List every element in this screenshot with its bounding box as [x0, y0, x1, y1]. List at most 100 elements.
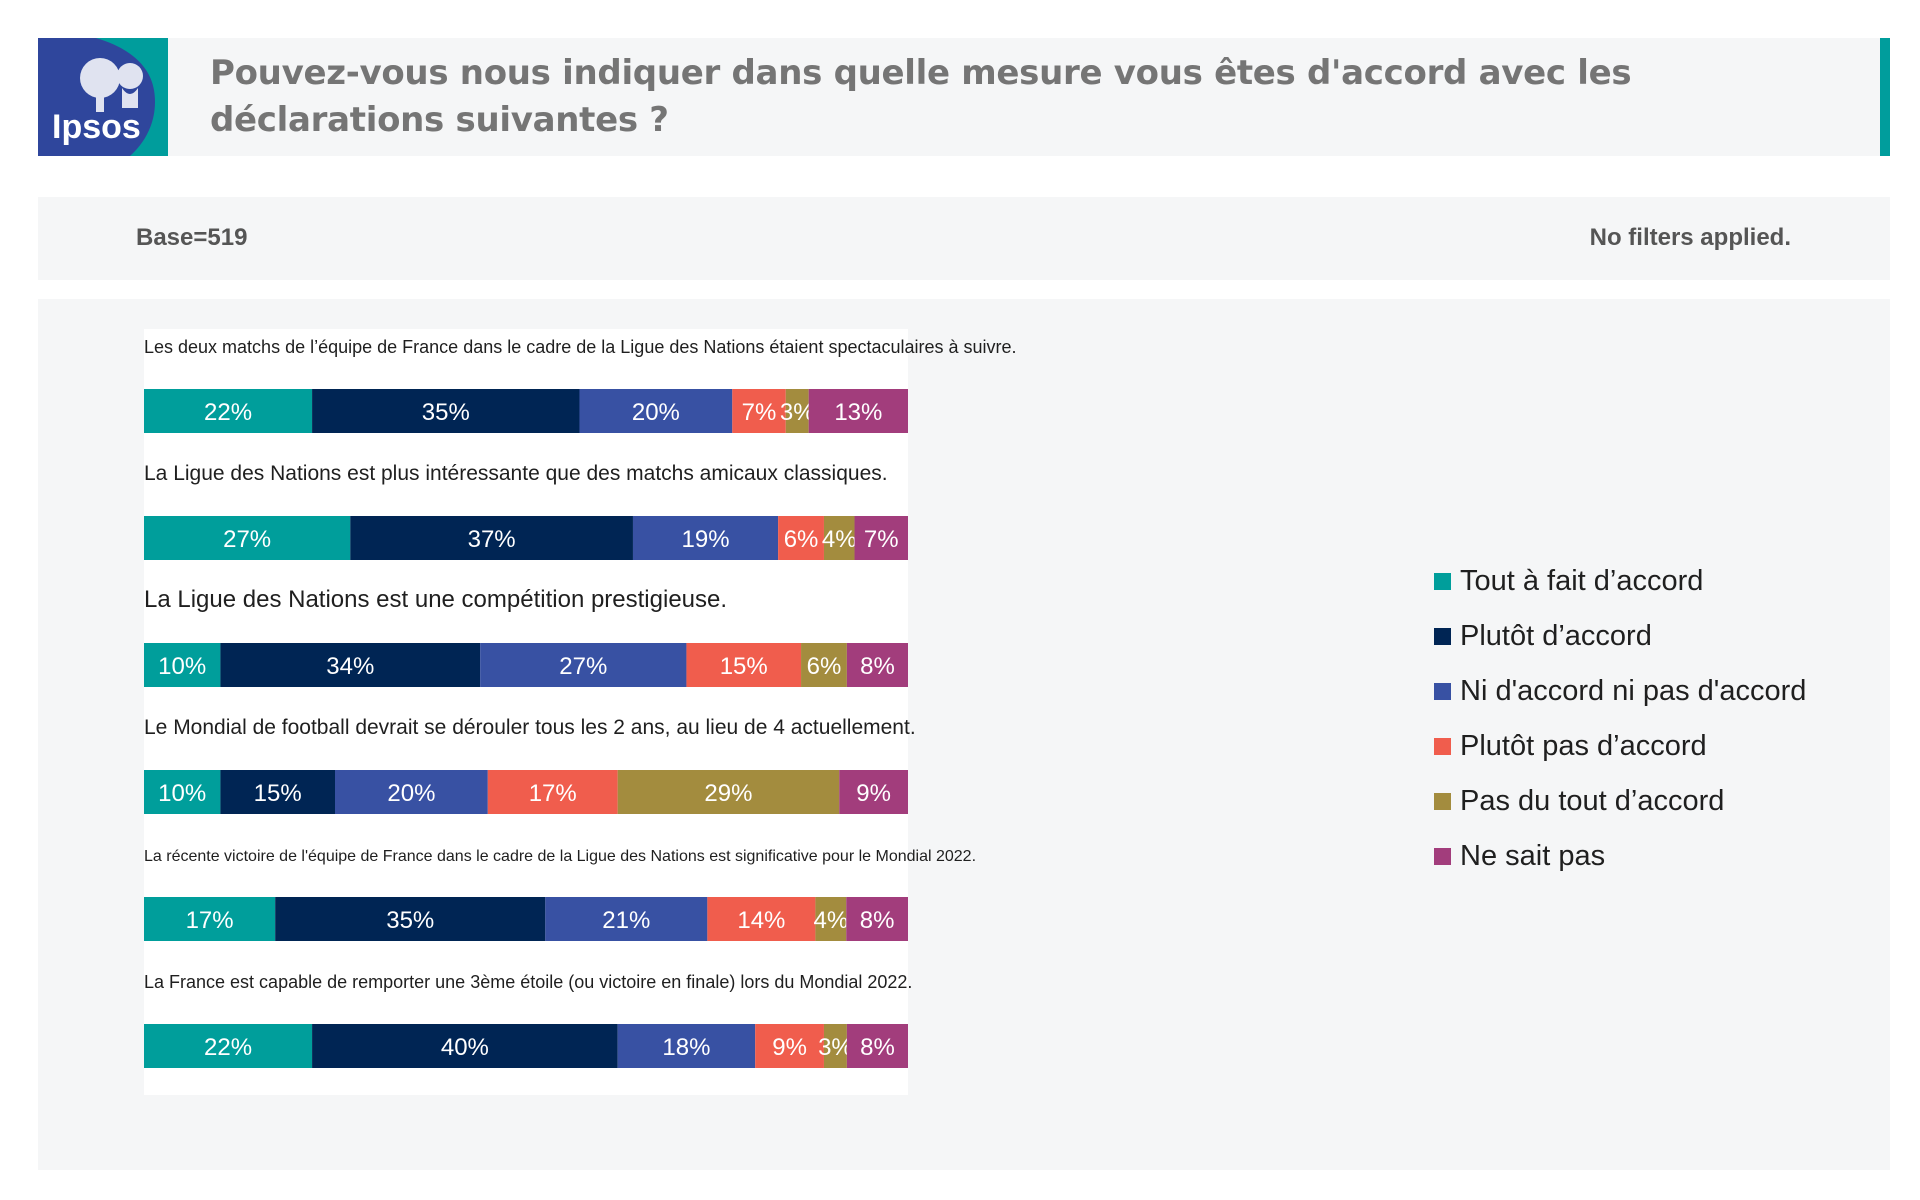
data-label: 15% — [254, 780, 302, 807]
bar-segment — [480, 643, 687, 687]
bar-segment — [686, 643, 802, 687]
bar-segment — [823, 516, 855, 560]
bar-segment — [617, 1024, 756, 1068]
bar-segment — [785, 389, 809, 433]
data-label: 6% — [784, 526, 819, 553]
data-label: 8% — [860, 1034, 895, 1061]
bar-segment — [823, 1024, 847, 1068]
data-label: 19% — [682, 526, 730, 553]
category-label: La France est capable de remporter une 3… — [144, 972, 912, 992]
legend-item: Plutôt pas d’accord — [1434, 719, 1806, 774]
category-label: La récente victoire de l'équipe de Franc… — [144, 848, 976, 865]
bar-segment — [545, 897, 708, 941]
bar-segment — [275, 897, 546, 941]
legend-item: Ne sait pas — [1434, 829, 1806, 884]
bar-segment — [846, 897, 908, 941]
bar-segment — [617, 770, 840, 814]
data-label: 6% — [807, 653, 842, 680]
accent-bar — [1880, 38, 1890, 156]
data-label: 4% — [813, 907, 848, 934]
legend-label: Plutôt pas d’accord — [1460, 730, 1707, 762]
data-label: 18% — [662, 1034, 710, 1061]
legend-item: Ni d'accord ni pas d'accord — [1434, 664, 1806, 719]
legend-item: Tout à fait d’accord — [1434, 554, 1806, 609]
data-label: 10% — [158, 653, 206, 680]
bar-segment — [144, 643, 221, 687]
category-label: Le Mondial de football devrait se déroul… — [144, 716, 916, 739]
data-label: 17% — [529, 780, 577, 807]
bar-segment — [755, 1024, 824, 1068]
data-label: 7% — [742, 399, 777, 426]
filters-status: No filters applied. — [1589, 224, 1791, 251]
plot-background — [144, 329, 908, 1095]
legend-item: Plutôt d’accord — [1434, 609, 1806, 664]
bar-segment — [144, 516, 351, 560]
ipsos-logo: Ipsos — [38, 38, 168, 156]
bar-segment — [144, 770, 221, 814]
data-label: 34% — [326, 653, 374, 680]
bar-segment — [854, 516, 908, 560]
legend-swatch — [1434, 848, 1451, 865]
bar-segment — [144, 897, 276, 941]
profile-icon — [80, 58, 143, 112]
base-count: Base=519 — [136, 224, 248, 251]
data-label: 8% — [860, 653, 895, 680]
data-label: 40% — [441, 1034, 489, 1061]
data-label: 35% — [422, 399, 470, 426]
header-banner: Ipsos Pouvez-vous nous indiquer dans que… — [38, 38, 1890, 156]
bar-segment — [579, 389, 733, 433]
bar-segment — [335, 770, 488, 814]
bar-segment — [801, 643, 847, 687]
legend-swatch — [1434, 573, 1451, 590]
bar-segment — [487, 770, 618, 814]
data-label: 4% — [822, 526, 857, 553]
page-title: Pouvez-vous nous indiquer dans quelle me… — [210, 53, 1632, 140]
legend-label: Ni d'accord ni pas d'accord — [1460, 675, 1807, 707]
data-label: 35% — [386, 907, 434, 934]
data-label: 20% — [632, 399, 680, 426]
bar-segment — [846, 643, 908, 687]
bar-segment — [220, 643, 481, 687]
logo-text: Ipsos — [52, 108, 141, 146]
data-label: 22% — [204, 399, 252, 426]
chart-legend: Tout à fait d’accord Plutôt d’accord Ni d'… — [1434, 554, 1806, 884]
legend-label: Ne sait pas — [1460, 840, 1606, 872]
bar-segment — [839, 770, 908, 814]
data-label: 22% — [204, 1034, 252, 1061]
data-label: 27% — [559, 653, 607, 680]
bar-segment — [846, 1024, 908, 1068]
data-label: 37% — [468, 526, 516, 553]
category-label: La Ligue des Nations est plus intéressan… — [144, 462, 888, 485]
legend-swatch — [1434, 683, 1451, 700]
meta-bar: Base=519 No filters applied. — [38, 197, 1890, 280]
data-label: 29% — [704, 780, 752, 807]
data-label: 7% — [864, 526, 899, 553]
category-label: La Ligue des Nations est une compétition… — [144, 586, 727, 613]
legend-swatch — [1434, 793, 1451, 810]
bar-segment — [312, 389, 580, 433]
data-label: 13% — [834, 399, 882, 426]
stacked-bar-chart: Les deux matchs de l’équipe de France da… — [144, 329, 1017, 1095]
data-label: 9% — [772, 1034, 807, 1061]
data-label: 9% — [856, 780, 891, 807]
bar-segment — [220, 770, 335, 814]
legend-swatch — [1434, 628, 1451, 645]
data-label: 14% — [737, 907, 785, 934]
bar-segment — [707, 897, 816, 941]
legend-label: Pas du tout d’accord — [1460, 785, 1725, 817]
data-label: 10% — [158, 780, 206, 807]
bar-segment — [144, 389, 313, 433]
data-label: 21% — [602, 907, 650, 934]
data-label: 15% — [720, 653, 768, 680]
chart-panel: Les deux matchs de l’équipe de France da… — [38, 299, 1890, 1170]
legend-label: Plutôt d’accord — [1460, 620, 1652, 652]
data-label: 27% — [223, 526, 271, 553]
bar-segment — [815, 897, 847, 941]
legend-swatch — [1434, 738, 1451, 755]
legend-item: Pas du tout d’accord — [1434, 774, 1806, 829]
category-label: Les deux matchs de l’équipe de France da… — [144, 337, 1017, 357]
bar-segment — [144, 1024, 313, 1068]
bar-segment — [632, 516, 779, 560]
bar-segment — [778, 516, 824, 560]
data-label: 17% — [186, 907, 234, 934]
